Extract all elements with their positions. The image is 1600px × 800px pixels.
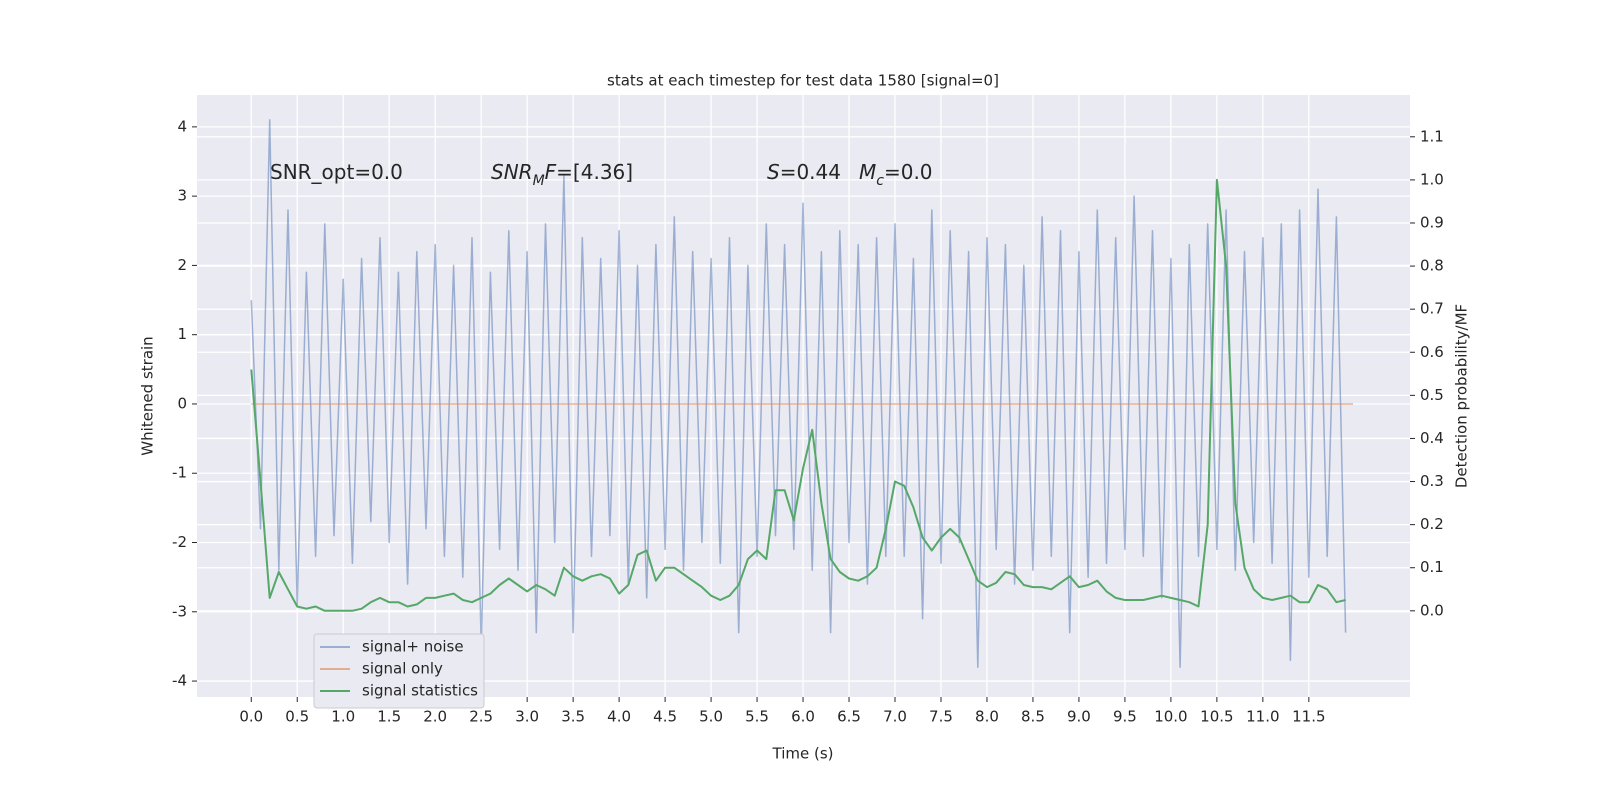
annotation-part: =[4.36] (556, 160, 633, 184)
annotation: SNR_opt=0.0 (270, 160, 403, 184)
x-tick-label: 2.0 (423, 708, 447, 726)
y-tick-label: -3 (172, 602, 187, 620)
x-tick-label: 6.5 (837, 708, 861, 726)
x-tick-label: 11.0 (1246, 708, 1279, 726)
x-tick-label: 5.0 (699, 708, 723, 726)
y2-tick-label: 0.8 (1420, 257, 1444, 275)
x-tick-label: 3.5 (561, 708, 585, 726)
legend-label: signal+ noise (362, 638, 464, 656)
y2-tick-label: 0.9 (1420, 213, 1444, 231)
annotation-part: =0.0 (884, 160, 933, 184)
annotation-part: M (859, 160, 876, 184)
y2-tick-label: 0.5 (1420, 386, 1444, 404)
x-tick-label: 10.5 (1200, 708, 1233, 726)
y2-axis-label: Detection probability/MF (1453, 304, 1471, 488)
x-tick-label: 11.5 (1292, 708, 1325, 726)
y-tick-label: -2 (172, 533, 187, 551)
annotation-part: =0.44 (780, 160, 841, 184)
y2-tick-label: 1.1 (1420, 127, 1444, 145)
x-tick-label: 9.0 (1067, 708, 1091, 726)
annotation: S=0.44 (767, 160, 841, 184)
annotation-part: S (767, 160, 780, 184)
annotation-part: F (545, 160, 557, 184)
y-axis-label: Whitened strain (139, 336, 157, 455)
y2-tick-label: 0.2 (1420, 515, 1444, 533)
y-tick-label: -1 (172, 464, 187, 482)
y2-tick-label: 0.4 (1420, 429, 1444, 447)
x-tick-label: 6.0 (791, 708, 815, 726)
x-tick-label: 0.5 (285, 708, 309, 726)
annotation-part: c (876, 173, 884, 189)
legend-label: signal statistics (362, 682, 478, 700)
x-tick-label: 1.0 (331, 708, 355, 726)
y2-tick-label: 0.7 (1420, 300, 1444, 318)
annotation-part: M (533, 173, 545, 189)
x-tick-label: 8.5 (1021, 708, 1045, 726)
chart-title: stats at each timestep for test data 158… (607, 72, 999, 90)
annotation-part: SNR (491, 160, 533, 184)
y2-tick-label: 0.1 (1420, 558, 1444, 576)
y-tick-label: 0 (177, 394, 187, 412)
annotation-part: SNR_opt=0.0 (270, 160, 403, 184)
x-tick-label: 5.5 (745, 708, 769, 726)
y2-tick-label: 1.0 (1420, 170, 1444, 188)
x-tick-label: 9.5 (1113, 708, 1137, 726)
y2-tick-label: 0.3 (1420, 472, 1444, 490)
legend-box (313, 633, 485, 709)
annotation: Mc=0.0 (859, 160, 933, 190)
x-tick-label: 8.0 (975, 708, 999, 726)
annotation: SNRMF=[4.36] (491, 160, 633, 190)
y-tick-label: 2 (177, 256, 187, 274)
x-tick-label: 3.0 (515, 708, 539, 726)
y-tick-label: 3 (177, 187, 187, 205)
x-tick-label: 4.0 (607, 708, 631, 726)
series-line (250, 178, 1346, 612)
y2-tick-label: 0.0 (1420, 601, 1444, 619)
y2-tick-label: 0.6 (1420, 343, 1444, 361)
legend-label: signal only (362, 660, 443, 678)
x-tick-label: 1.5 (377, 708, 401, 726)
x-tick-label: 7.5 (929, 708, 953, 726)
x-tick-label: 2.5 (469, 708, 493, 726)
y-tick-label: -4 (172, 672, 187, 690)
y-tick-label: 1 (177, 325, 187, 343)
x-axis-label: Time (s) (772, 745, 834, 763)
y-tick-label: 4 (177, 117, 187, 135)
x-tick-label: 4.5 (653, 708, 677, 726)
x-tick-label: 7.0 (883, 708, 907, 726)
x-tick-label: 10.0 (1154, 708, 1187, 726)
x-tick-label: 0.0 (239, 708, 263, 726)
series-line (250, 119, 1347, 668)
